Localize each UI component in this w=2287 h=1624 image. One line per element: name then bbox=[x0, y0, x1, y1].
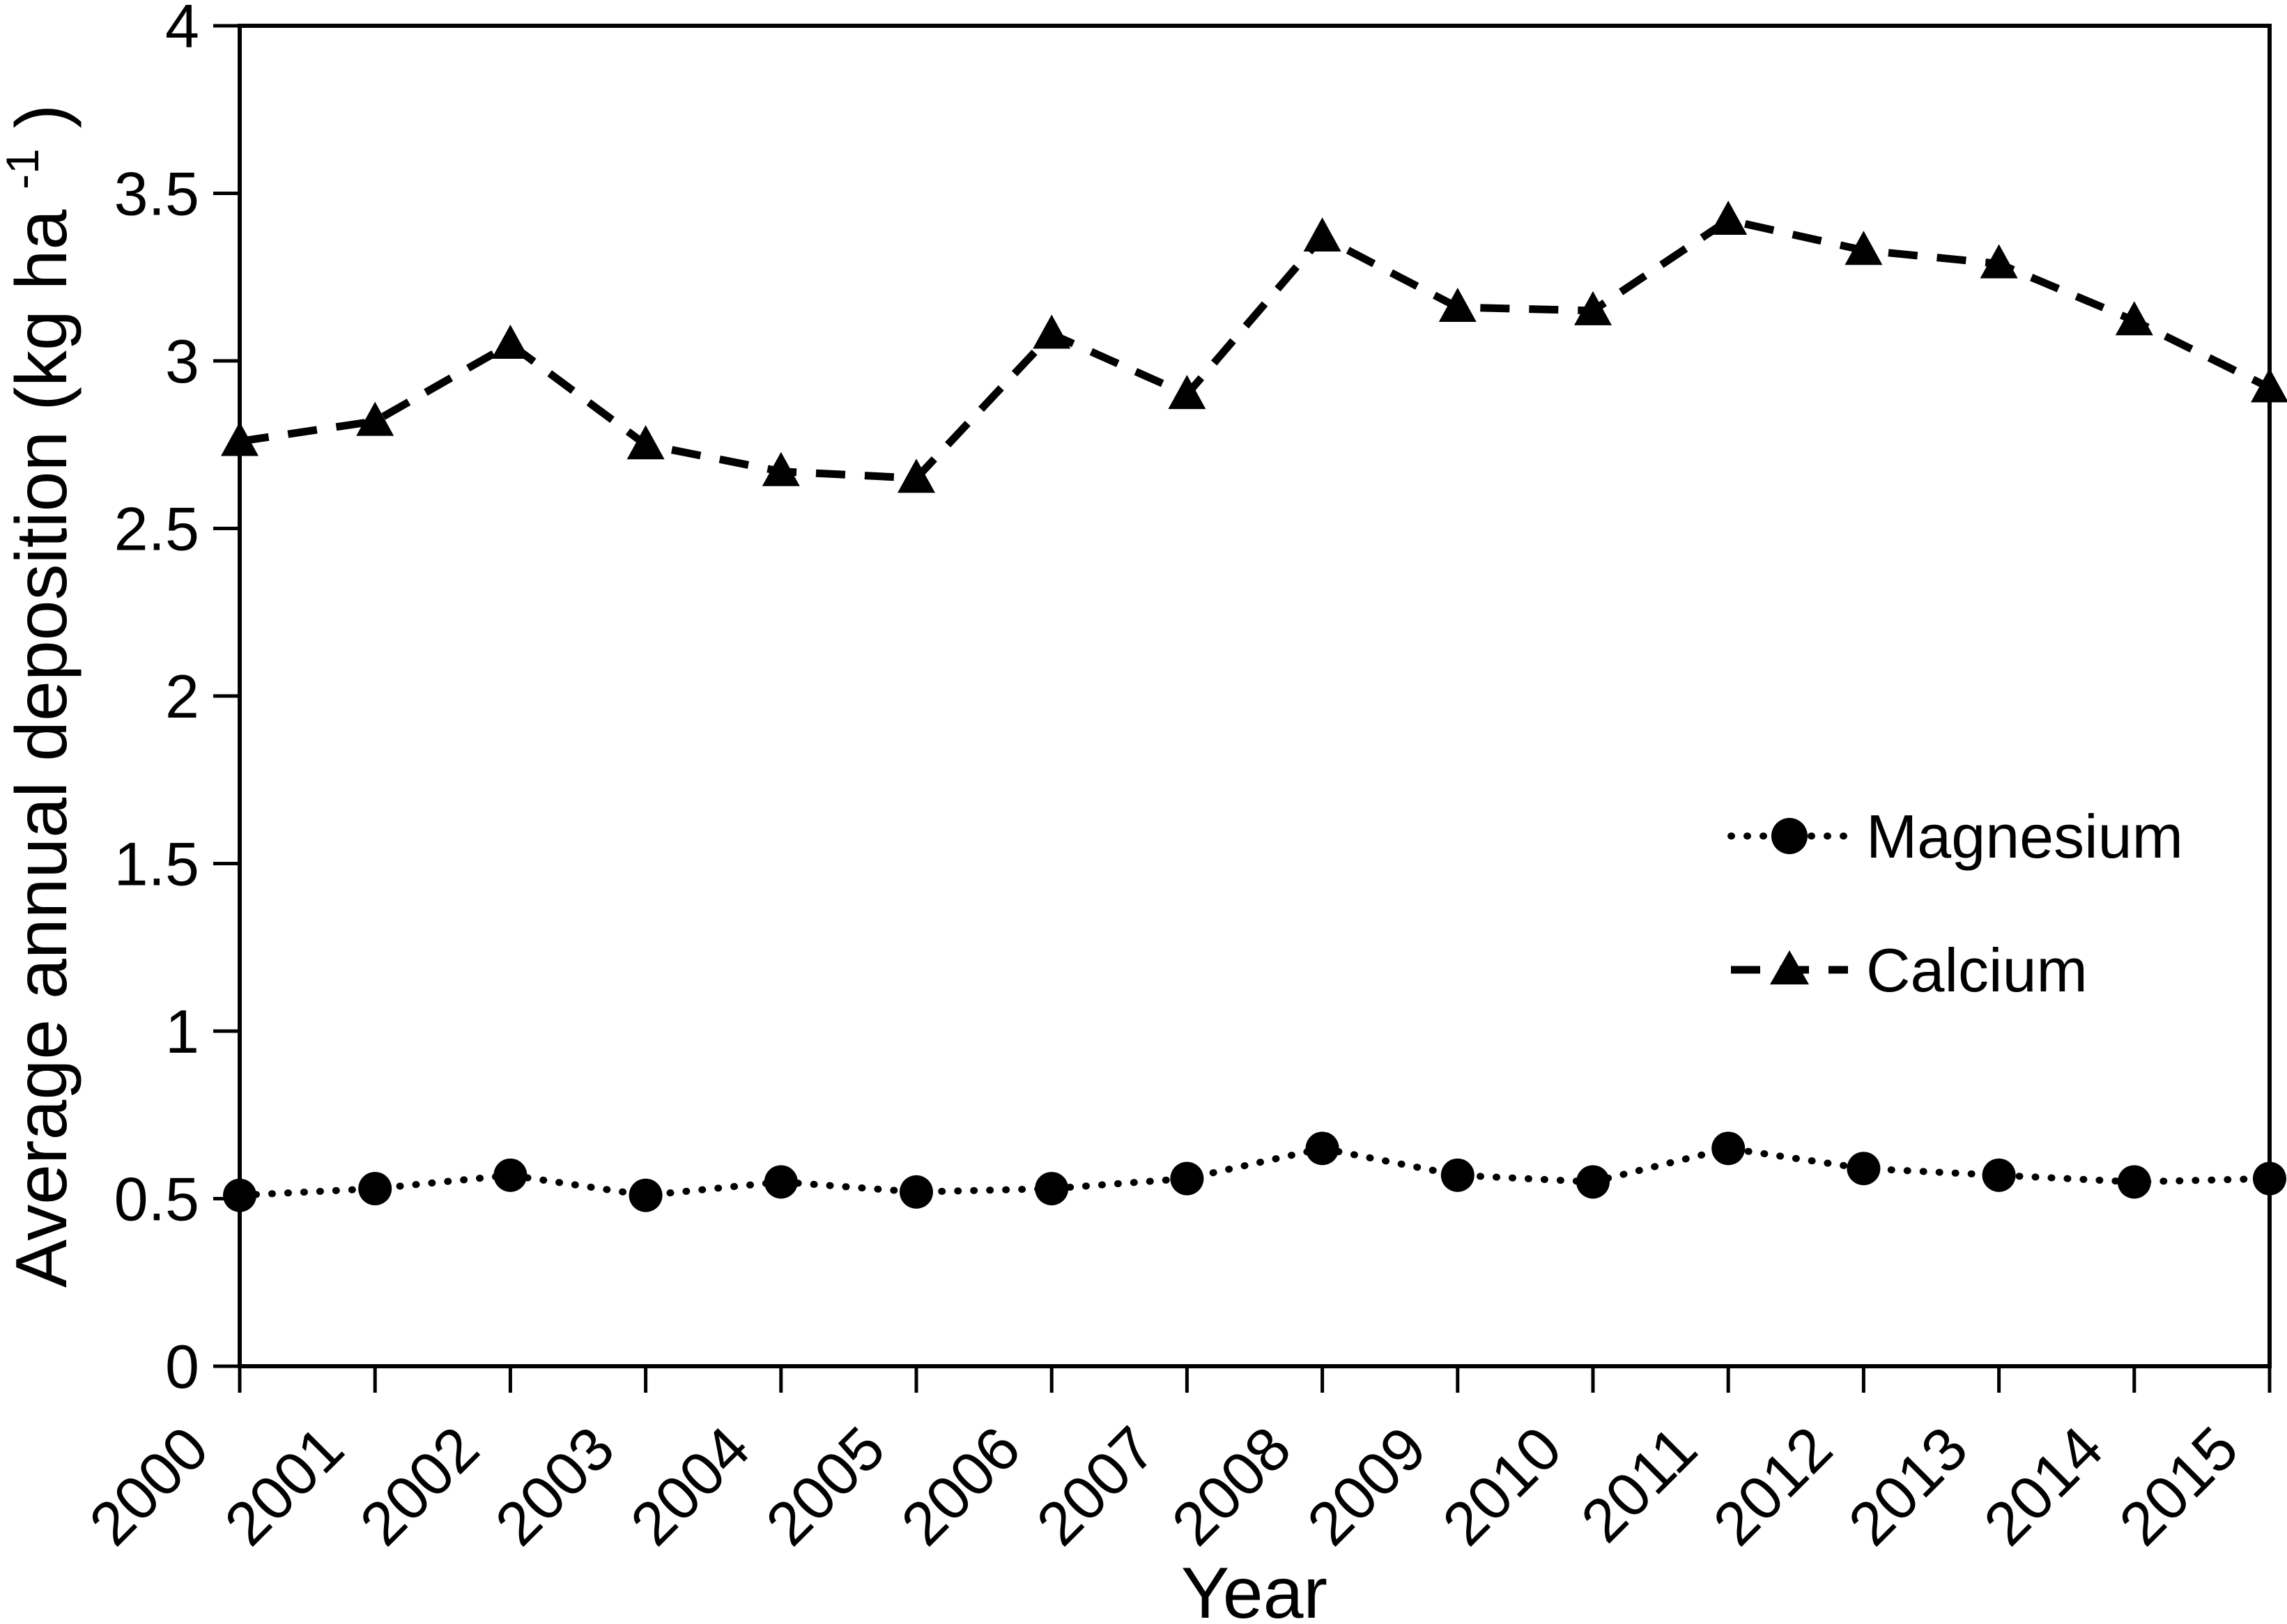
magnesium-point-2003 bbox=[629, 1178, 663, 1212]
y-axis: 0 0.5 1 1.5 2 2.5 3 3.5 4 bbox=[114, 0, 240, 1401]
calcium-point-2013 bbox=[1980, 244, 2018, 279]
calcium-point-2006 bbox=[1033, 314, 1071, 349]
magnesium-point-2001 bbox=[358, 1172, 392, 1206]
calcium-point-2011 bbox=[1709, 200, 1748, 235]
y-tick-label-3.5: 3.5 bbox=[114, 160, 199, 229]
calcium-legend-marker-triangle-icon bbox=[1770, 950, 1809, 984]
x-axis: 2000200120022003200420052006200720082009… bbox=[76, 1366, 2272, 1559]
legend-label-calcium: Calcium bbox=[1866, 936, 2088, 1005]
y-tick-label-3: 3 bbox=[165, 327, 199, 396]
magnesium-point-2013 bbox=[1982, 1158, 2016, 1192]
calcium-point-2002 bbox=[491, 324, 530, 359]
magnesium-point-2005 bbox=[900, 1175, 933, 1209]
x-tick-label-2010: 2010 bbox=[1429, 1413, 1574, 1558]
magnesium-point-2002 bbox=[493, 1158, 528, 1192]
magnesium-point-2000 bbox=[223, 1178, 256, 1212]
y-axis-title-superscript: -1 bbox=[0, 148, 48, 190]
magnesium-series bbox=[223, 1131, 2286, 1212]
legend-label-magnesium: Magnesium bbox=[1866, 802, 2183, 871]
x-axis-title: Year bbox=[1181, 1553, 1327, 1624]
calcium-point-2005 bbox=[898, 458, 935, 493]
y-tick-label-1: 1 bbox=[165, 997, 199, 1066]
y-axis-title-main: Average annual deposition (kg ha bbox=[1, 210, 82, 1288]
y-tick-label-2: 2 bbox=[165, 662, 199, 731]
legend: Magnesium Calcium bbox=[1727, 802, 2183, 1005]
x-tick-label-2008: 2008 bbox=[1159, 1413, 1304, 1558]
magnesium-point-2015 bbox=[2253, 1161, 2286, 1196]
magnesium-point-2012 bbox=[1847, 1152, 1881, 1186]
x-tick-label-2009: 2009 bbox=[1294, 1413, 1439, 1558]
x-tick-label-2014: 2014 bbox=[1971, 1413, 2116, 1558]
calcium-point-2008 bbox=[1303, 217, 1341, 252]
magnesium-point-2011 bbox=[1711, 1131, 1746, 1166]
x-tick-label-2007: 2007 bbox=[1023, 1413, 1168, 1558]
y-axis-title-close: ) bbox=[1, 105, 82, 129]
magnesium-point-2007 bbox=[1170, 1161, 1204, 1196]
magnesium-point-2009 bbox=[1440, 1158, 1474, 1192]
calcium-point-2003 bbox=[626, 425, 665, 460]
y-tick-label-1.5: 1.5 bbox=[114, 830, 199, 899]
calcium-point-2000 bbox=[221, 422, 259, 456]
magnesium-line bbox=[236, 1145, 2273, 1199]
x-tick-label-2000: 2000 bbox=[76, 1413, 221, 1558]
magnesium-point-2006 bbox=[1035, 1172, 1069, 1206]
x-tick-label-2002: 2002 bbox=[346, 1413, 491, 1558]
magnesium-point-2004 bbox=[764, 1165, 798, 1199]
y-tick-label-2.5: 2.5 bbox=[114, 495, 199, 564]
calcium-line bbox=[239, 216, 2272, 482]
magnesium-point-2008 bbox=[1305, 1131, 1339, 1166]
magnesium-legend-marker-circle-icon bbox=[1771, 818, 1808, 854]
x-tick-label-2013: 2013 bbox=[1835, 1413, 1980, 1558]
calcium-point-2012 bbox=[1845, 231, 1883, 265]
calcium-point-2015 bbox=[2251, 368, 2287, 403]
x-tick-label-2005: 2005 bbox=[753, 1413, 898, 1558]
y-tick-label-0.5: 0.5 bbox=[114, 1165, 199, 1234]
y-axis-title: Average annual deposition (kg ha -1 ) bbox=[0, 105, 82, 1288]
magnesium-point-2010 bbox=[1576, 1165, 1610, 1199]
x-tick-label-2015: 2015 bbox=[2106, 1413, 2251, 1558]
x-tick-label-2006: 2006 bbox=[888, 1413, 1033, 1558]
calcium-point-2014 bbox=[2115, 301, 2153, 336]
x-tick-label-2003: 2003 bbox=[482, 1413, 627, 1558]
magnesium-point-2014 bbox=[2117, 1165, 2151, 1199]
calcium-series bbox=[221, 200, 2287, 493]
calcium-point-2010 bbox=[1574, 291, 1612, 325]
calcium-point-2007 bbox=[1168, 375, 1206, 410]
y-tick-label-0: 0 bbox=[165, 1332, 199, 1401]
x-tick-label-2001: 2001 bbox=[211, 1413, 356, 1558]
x-tick-label-2012: 2012 bbox=[1700, 1413, 1845, 1558]
legend-item-calcium: Calcium bbox=[1731, 936, 2088, 1005]
x-tick-label-2011: 2011 bbox=[1568, 1413, 1710, 1555]
plot-area-border bbox=[238, 24, 2272, 1368]
x-tick-label-2004: 2004 bbox=[617, 1413, 762, 1558]
calcium-point-2001 bbox=[356, 401, 394, 436]
legend-item-magnesium: Magnesium bbox=[1727, 802, 2183, 871]
calcium-point-2009 bbox=[1438, 288, 1477, 323]
y-tick-label-4: 4 bbox=[165, 0, 199, 61]
calcium-point-2004 bbox=[762, 451, 800, 486]
